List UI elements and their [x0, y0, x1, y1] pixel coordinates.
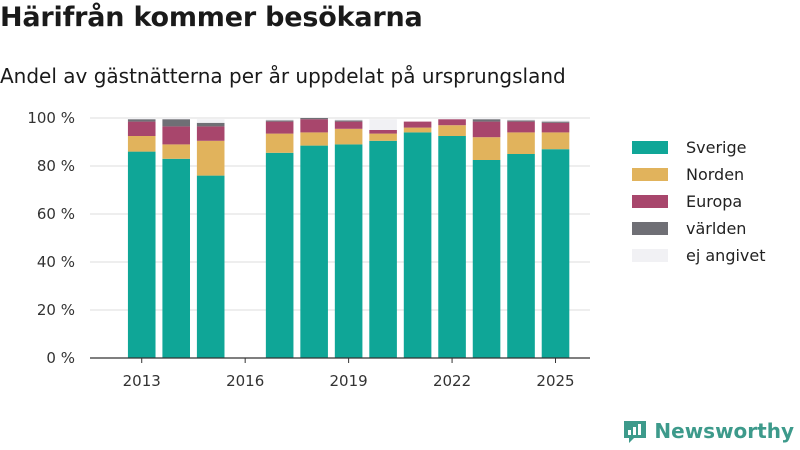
- bar-segment: [369, 140, 397, 358]
- chart-legend: Sverige Norden Europa världen ej angivet: [632, 134, 766, 269]
- bar-segment: [334, 119, 363, 121]
- y-tick-label: 20 %: [37, 301, 75, 319]
- bar-segment: [265, 119, 294, 121]
- bar-segment: [507, 121, 535, 133]
- legend-label: världen: [686, 219, 747, 238]
- bar-segment: [403, 132, 432, 358]
- bar-segment: [369, 119, 397, 130]
- bar-segment: [507, 120, 535, 122]
- bar-segment: [438, 119, 466, 126]
- bar-segment: [265, 152, 294, 358]
- bar-segment: [162, 126, 190, 145]
- brand-name: Newsworthy: [654, 419, 794, 443]
- bar-segment: [196, 140, 225, 176]
- bar-segment: [541, 120, 570, 122]
- bar-segment: [162, 119, 190, 127]
- bar-segment: [541, 132, 570, 150]
- bar-segment: [196, 126, 225, 141]
- x-tick-label: 2013: [123, 372, 161, 390]
- bar-segment: [472, 118, 501, 120]
- bar-segment: [541, 149, 570, 358]
- y-tick-label: 60 %: [37, 205, 75, 223]
- bar-segment: [196, 119, 225, 123]
- bar-segment: [300, 145, 328, 358]
- bar-segment: [403, 127, 432, 133]
- bar-segment: [369, 130, 397, 134]
- bar-segment: [438, 125, 466, 136]
- brand-logo: Newsworthy: [622, 418, 794, 444]
- bar-segment: [265, 120, 294, 122]
- y-tick-label: 0 %: [46, 349, 75, 367]
- bar-segment: [541, 121, 570, 123]
- bar-segment: [507, 132, 535, 154]
- bar-segment: [369, 133, 397, 141]
- legend-label: Norden: [686, 165, 745, 184]
- legend-swatch: [632, 168, 668, 181]
- bar-segment: [127, 118, 156, 120]
- legend-label: ej angivet: [686, 246, 766, 265]
- x-tick-label: 2019: [330, 372, 368, 390]
- y-tick-label: 80 %: [37, 157, 75, 175]
- bar-segment: [300, 118, 328, 120]
- bar-segment: [334, 144, 363, 358]
- bar-segment: [162, 144, 190, 159]
- bar-segment: [162, 118, 190, 120]
- legend-swatch: [632, 249, 668, 262]
- bar-segment: [300, 119, 328, 133]
- bar-segment: [403, 121, 432, 128]
- legend-swatch: [632, 222, 668, 235]
- bar-segment: [541, 122, 570, 133]
- legend-swatch: [632, 195, 668, 208]
- bar-segment: [127, 119, 156, 122]
- bar-segment: [127, 121, 156, 136]
- x-tick-label: 2025: [536, 372, 574, 390]
- legend-label: Sverige: [686, 138, 747, 157]
- bar-segment: [472, 160, 501, 358]
- bar-segment: [300, 132, 328, 146]
- bar-segment: [472, 121, 501, 138]
- y-tick-label: 40 %: [37, 253, 75, 271]
- bar-segment: [265, 133, 294, 153]
- bar-segment: [127, 151, 156, 358]
- bar-segment: [265, 121, 294, 134]
- legend-swatch: [632, 141, 668, 154]
- bar-segment: [438, 136, 466, 358]
- chart-title: Härifrån kommer besökarna: [0, 2, 423, 33]
- bar-segment: [438, 118, 466, 120]
- legend-item: Norden: [632, 161, 766, 188]
- newsworthy-logo-icon: [624, 421, 647, 443]
- legend-item: Sverige: [632, 134, 766, 161]
- bar-segment: [334, 128, 363, 145]
- legend-item: ej angivet: [632, 242, 766, 269]
- legend-label: Europa: [686, 192, 743, 211]
- y-tick-label: 100 %: [27, 109, 75, 127]
- bar-segment: [507, 154, 535, 358]
- bar-segment: [334, 120, 363, 122]
- x-tick-label: 2016: [226, 372, 264, 390]
- bar-segment: [196, 122, 225, 127]
- bar-segment: [127, 136, 156, 152]
- legend-item: Europa: [632, 188, 766, 215]
- bar-segment: [162, 158, 190, 358]
- chart-subtitle: Andel av gästnätterna per år uppdelat på…: [0, 64, 566, 88]
- bar-segment: [507, 119, 535, 121]
- bar-segment: [472, 119, 501, 122]
- bar-segment: [472, 137, 501, 160]
- x-tick-label: 2022: [433, 372, 471, 390]
- legend-item: världen: [632, 215, 766, 242]
- bar-segment: [334, 121, 363, 129]
- bar-segment: [196, 175, 225, 358]
